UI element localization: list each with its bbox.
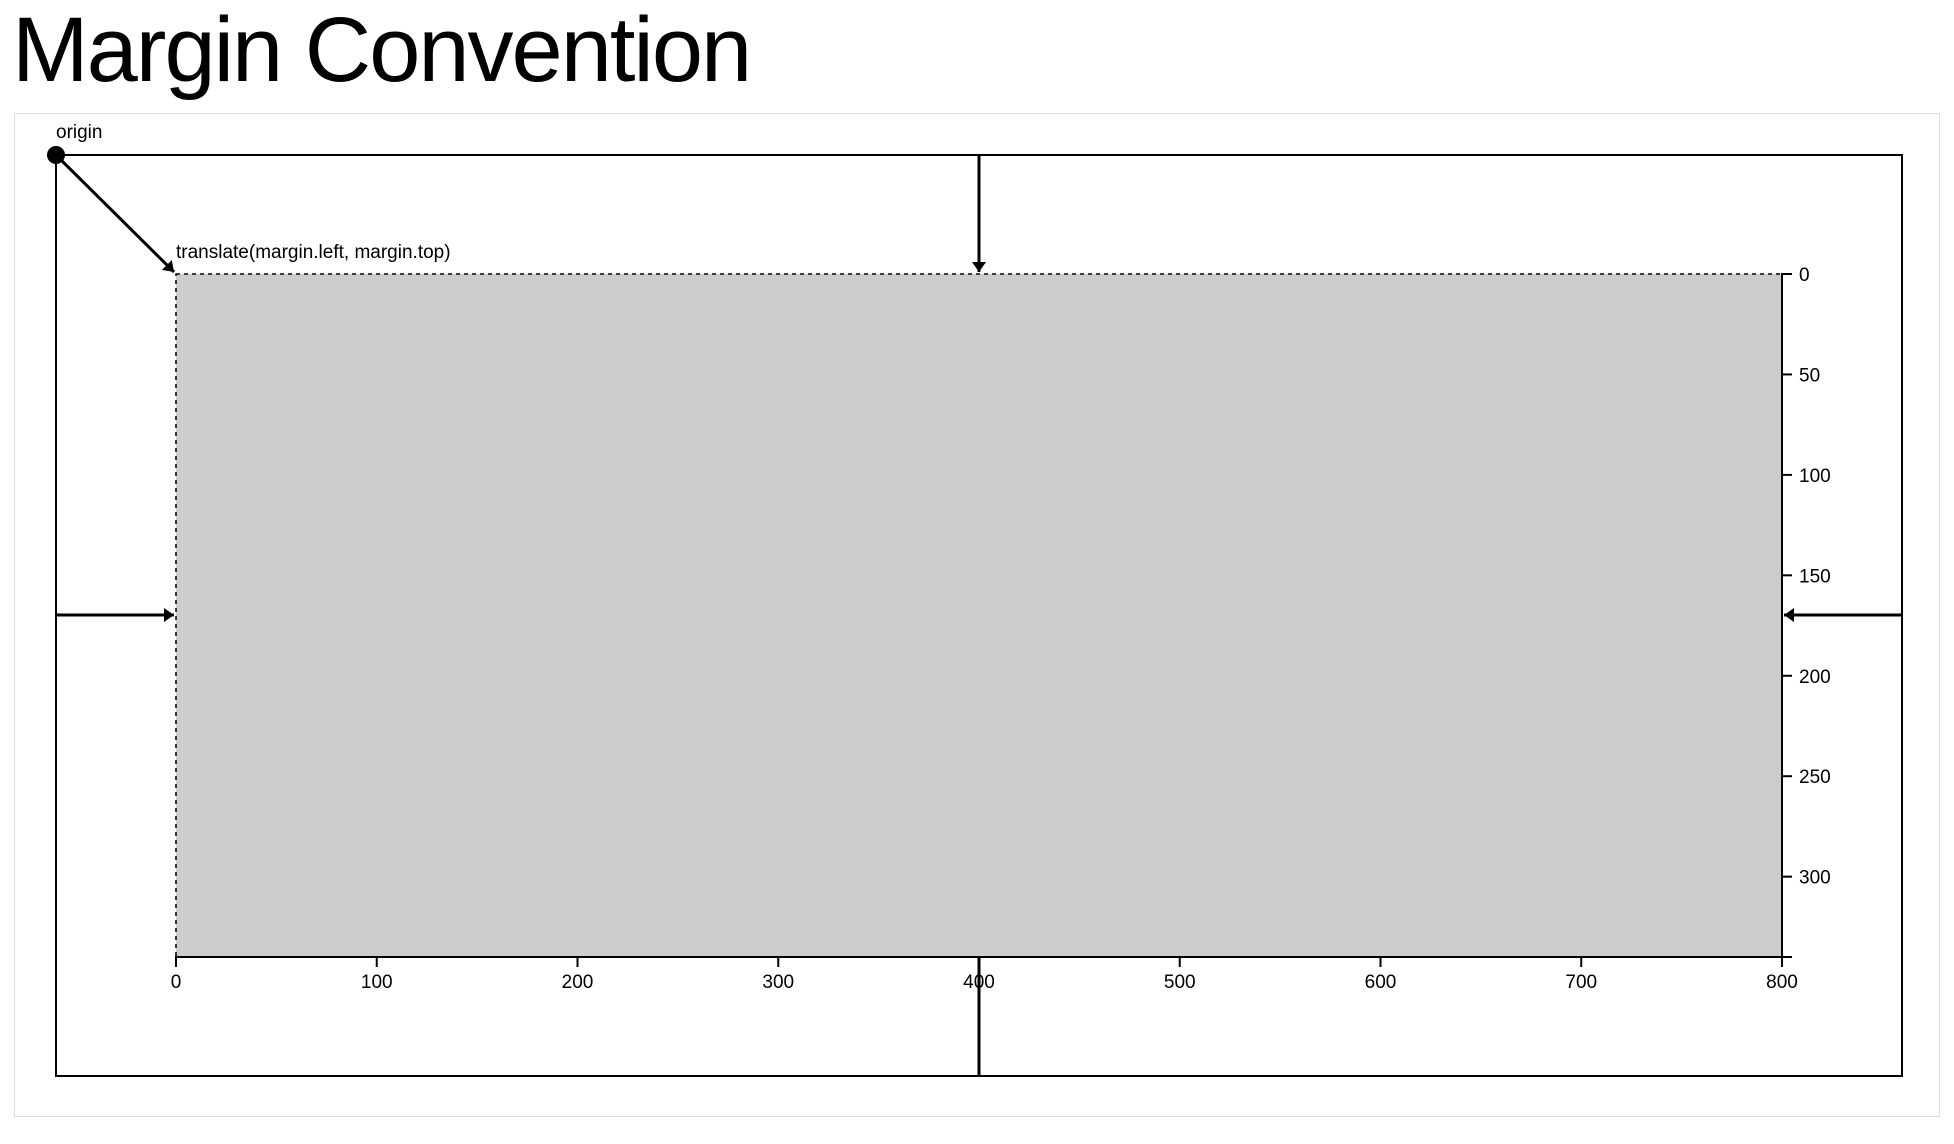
x-tick-label: 700 xyxy=(1565,972,1597,993)
translate-arrow xyxy=(54,153,176,274)
x-tick-label: 100 xyxy=(361,972,393,993)
x-tick-label: 0 xyxy=(171,972,182,993)
y-tick-label: 300 xyxy=(1799,868,1831,889)
y-tick-label: 100 xyxy=(1799,466,1831,487)
plot-area xyxy=(175,273,1783,958)
translate-label: translate(margin.left, margin.top) xyxy=(176,242,451,263)
y-tick-label: 250 xyxy=(1799,767,1831,788)
y-tick-label: 200 xyxy=(1799,667,1831,688)
x-tick-label: 800 xyxy=(1766,972,1798,993)
page-title: Margin Convention xyxy=(12,0,752,101)
x-tick-label: 600 xyxy=(1365,972,1397,993)
y-tick-label: 0 xyxy=(1799,265,1810,286)
y-tick-label: 50 xyxy=(1799,365,1820,386)
origin-label: origin xyxy=(56,122,102,143)
y-axis: 0 50 100 150 200 250 300 xyxy=(1781,265,1831,958)
x-tick-label: 500 xyxy=(1164,972,1196,993)
x-tick-label: 200 xyxy=(562,972,594,993)
x-axis: 0 100 200 300 400 500 600 700 800 xyxy=(171,956,1798,993)
x-tick-label: 300 xyxy=(762,972,794,993)
y-tick-label: 150 xyxy=(1799,566,1831,587)
x-tick-label: 400 xyxy=(963,972,995,993)
diagram-container xyxy=(14,113,1940,1117)
